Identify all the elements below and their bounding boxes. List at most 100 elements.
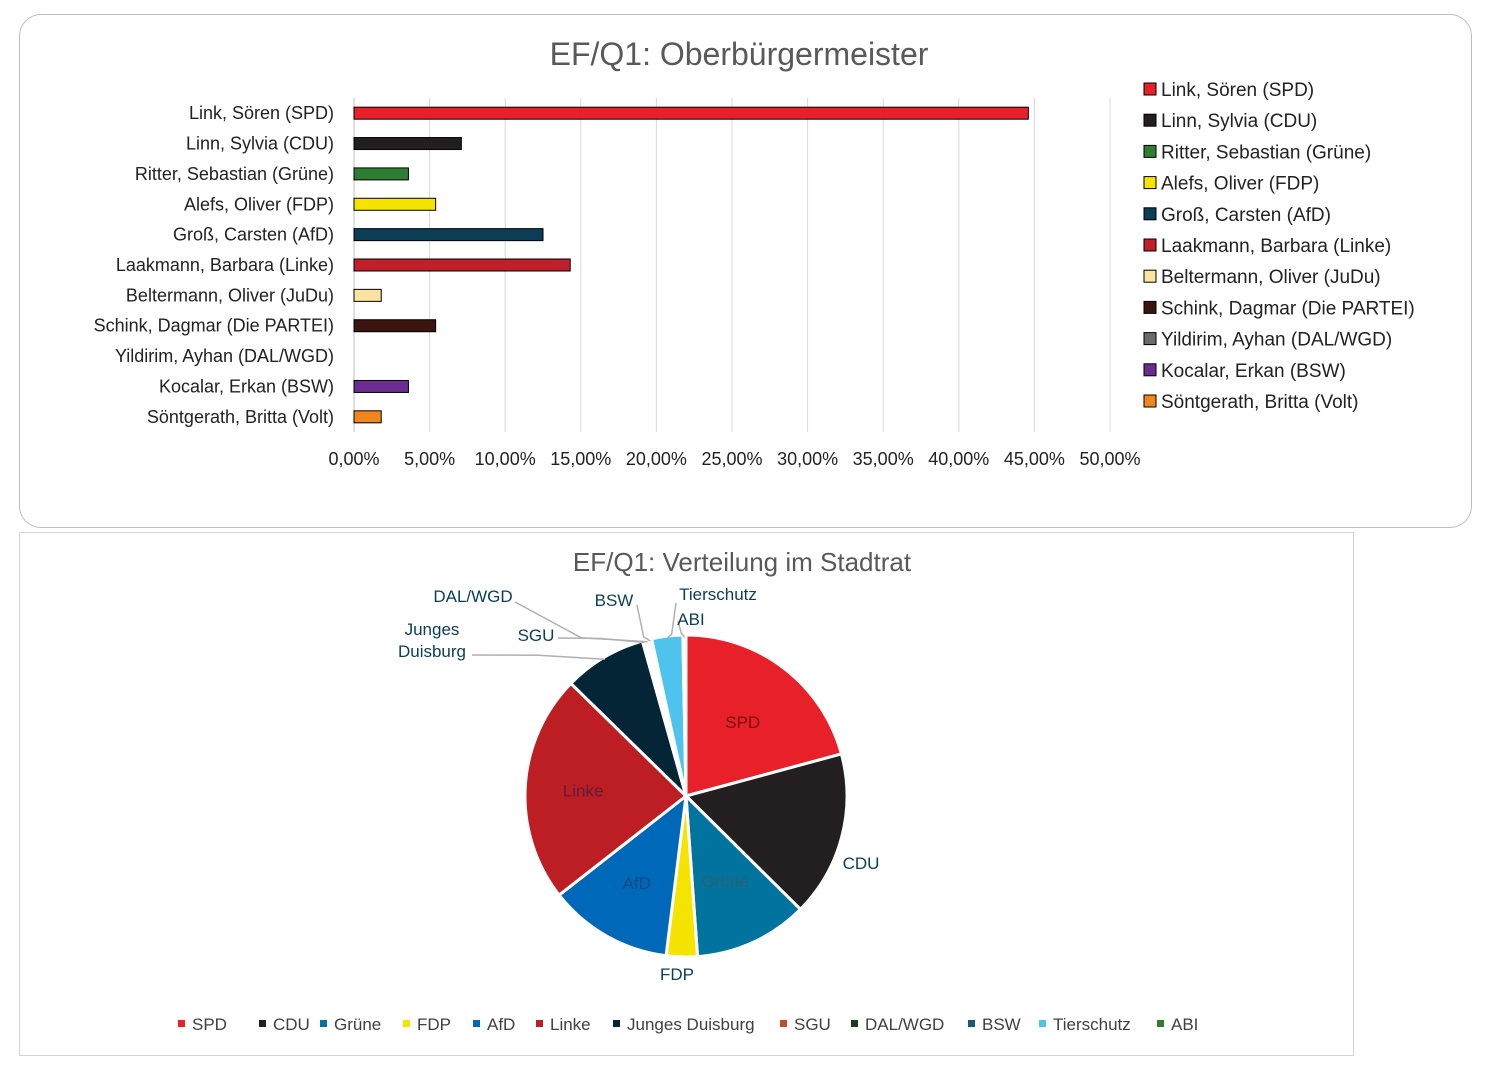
pie-legend-swatch xyxy=(320,1020,327,1027)
leader-line xyxy=(677,620,686,638)
bar-linn-sylvia-cdu xyxy=(353,137,462,151)
legend-label: Söntgerath, Britta (Volt) xyxy=(1161,392,1359,413)
pie-legend-item: Tierschutz xyxy=(1039,1015,1131,1034)
pie-slice-afd xyxy=(557,794,688,958)
x-tick-label: 10,00% xyxy=(475,449,536,469)
legend-swatch xyxy=(1143,269,1157,283)
category-label: Schink, Dagmar (Die PARTEI) xyxy=(94,316,334,336)
pie-legend-label: BSW xyxy=(982,1015,1021,1034)
leader-line xyxy=(471,654,605,661)
category-label: Link, Sören (SPD) xyxy=(189,103,334,123)
pie-slice-gr-ne xyxy=(684,794,802,959)
bar-legend: Link, Sören (SPD) Linn, Sylvia (CDU) Ritte… xyxy=(1143,80,1415,413)
legend-swatch xyxy=(1143,82,1157,96)
pie-legend-label: SGU xyxy=(794,1015,831,1034)
bar-gridlines xyxy=(353,98,1111,432)
pie-legend-label: Junges Duisburg xyxy=(627,1015,755,1034)
legend-label: Laakmann, Barbara (Linke) xyxy=(1161,236,1391,257)
x-tick-label: 40,00% xyxy=(928,449,989,469)
pie-legend-label: FDP xyxy=(417,1015,451,1034)
category-label: Ritter, Sebastian (Grüne) xyxy=(135,164,334,184)
legend-label: Beltermann, Oliver (JuDu) xyxy=(1161,267,1381,288)
pie-legend-item: FDP xyxy=(403,1015,451,1034)
pie-label-spd: SPD xyxy=(725,713,760,732)
category-label: Laakmann, Barbara (Linke) xyxy=(116,255,334,275)
bar-chart-title: EF/Q1: Oberbürgermeister xyxy=(550,36,929,72)
legend-label: Alefs, Oliver (FDP) xyxy=(1161,174,1319,195)
pie-label-cdu: CDU xyxy=(843,854,880,873)
bar-schink-dagmar-die-partei xyxy=(353,319,437,333)
pie-legend-item: Linke xyxy=(536,1015,591,1034)
legend-swatch xyxy=(1143,144,1157,158)
pie-chart: EF/Q1: Verteilung im Stadtrat SPD CDU Grün… xyxy=(178,547,1198,1034)
category-label: Linn, Sylvia (CDU) xyxy=(186,134,334,154)
pie-legend-item: BSW xyxy=(968,1015,1021,1034)
pie-chart-title: EF/Q1: Verteilung im Stadtrat xyxy=(573,547,912,577)
leader-line xyxy=(666,602,677,639)
leader-line xyxy=(514,601,648,643)
leader-line xyxy=(636,604,651,642)
bar-chart: EF/Q1: Oberbürgermeister Link, Sören (SP… xyxy=(94,36,1415,469)
legend-item: Groß, Carsten (AfD) xyxy=(1143,205,1331,226)
pie-legend-swatch xyxy=(259,1020,266,1027)
x-tick-label: 25,00% xyxy=(701,449,762,469)
pie-legend-item: CDU xyxy=(259,1015,310,1034)
pie-legend-label: ABI xyxy=(1171,1015,1198,1034)
legend-item: Schink, Dagmar (Die PARTEI) xyxy=(1143,298,1415,319)
x-tick-label: 50,00% xyxy=(1079,449,1140,469)
pie-legend-swatch xyxy=(968,1020,975,1027)
category-label: Alefs, Oliver (FDP) xyxy=(184,194,334,214)
pie-legend-label: AfD xyxy=(487,1015,515,1034)
pie-legend-item: DAL/WGD xyxy=(851,1015,944,1034)
pie-label-fdp: FDP xyxy=(660,965,694,984)
legend-item: Beltermann, Oliver (JuDu) xyxy=(1143,267,1381,288)
legend-item: Linn, Sylvia (CDU) xyxy=(1143,111,1317,132)
pie-legend-swatch xyxy=(403,1020,410,1027)
x-tick-label: 15,00% xyxy=(550,449,611,469)
legend-item: Yildirim, Ayhan (DAL/WGD) xyxy=(1143,330,1392,351)
pie-legend-item: AfD xyxy=(473,1015,515,1034)
x-tick-label: 45,00% xyxy=(1004,449,1065,469)
legend-item: Ritter, Sebastian (Grüne) xyxy=(1143,142,1371,163)
x-tick-label: 35,00% xyxy=(853,449,914,469)
pie-legend-label: DAL/WGD xyxy=(865,1015,944,1034)
pie-legend-label: CDU xyxy=(273,1015,310,1034)
legend-item: Link, Sören (SPD) xyxy=(1143,80,1314,101)
pie-label-dal-wgd: DAL/WGD xyxy=(433,587,512,606)
pie-slice-spd xyxy=(684,633,843,798)
legend-swatch xyxy=(1143,300,1157,314)
pie-legend-swatch xyxy=(178,1020,185,1027)
x-tick-label: 30,00% xyxy=(777,449,838,469)
pie-label-bsw: BSW xyxy=(595,591,634,610)
pie-legend-swatch xyxy=(1157,1020,1164,1027)
pie-label-linke: Linke xyxy=(563,781,604,800)
pie-legend-item: SGU xyxy=(780,1015,831,1034)
legend-swatch xyxy=(1143,176,1157,190)
bar-s-ntgerath-britta-volt xyxy=(353,410,382,424)
x-tick-label: 0,00% xyxy=(328,449,379,469)
pie-legend-label: Linke xyxy=(550,1015,591,1034)
bar-axis-ticks: 0,00% 5,00% 10,00% 15,00% 20,00% 25,00% 30,00%… xyxy=(328,449,1140,469)
pie-leader-lines xyxy=(471,601,686,661)
legend-item: Söntgerath, Britta (Volt) xyxy=(1143,392,1359,413)
legend-label: Groß, Carsten (AfD) xyxy=(1161,205,1331,226)
legend-swatch xyxy=(1143,363,1157,377)
pie-slice-cdu xyxy=(684,752,849,911)
bar-link-s-ren-spd xyxy=(353,106,1029,120)
pie-legend-label: SPD xyxy=(192,1015,227,1034)
category-label: Groß, Carsten (AfD) xyxy=(173,225,334,245)
legend-item: Alefs, Oliver (FDP) xyxy=(1143,174,1319,195)
pie-slice-labels: SPD CDU Grüne FDP AfD Linke Junges Duisburg SGU D… xyxy=(398,585,879,984)
pie-label-tierschutz: Tierschutz xyxy=(679,585,757,604)
bar-chart-panel: EF/Q1: Oberbürgermeister Link, Sören (SP… xyxy=(19,14,1472,528)
pie-legend-swatch xyxy=(613,1020,620,1027)
legend-swatch xyxy=(1143,332,1157,346)
bar-series xyxy=(353,106,1029,424)
legend-label: Link, Sören (SPD) xyxy=(1161,80,1314,101)
pie-legend-label: Grüne xyxy=(334,1015,381,1034)
pie-chart-panel: EF/Q1: Verteilung im Stadtrat SPD CDU Grün… xyxy=(19,532,1354,1056)
bar-category-labels: Link, Sören (SPD) Linn, Sylvia (CDU) Ritte… xyxy=(94,103,334,427)
pie-label-sgu: SGU xyxy=(518,626,555,645)
legend-item: Laakmann, Barbara (Linke) xyxy=(1143,236,1391,257)
bar-alefs-oliver-fdp xyxy=(353,197,437,211)
